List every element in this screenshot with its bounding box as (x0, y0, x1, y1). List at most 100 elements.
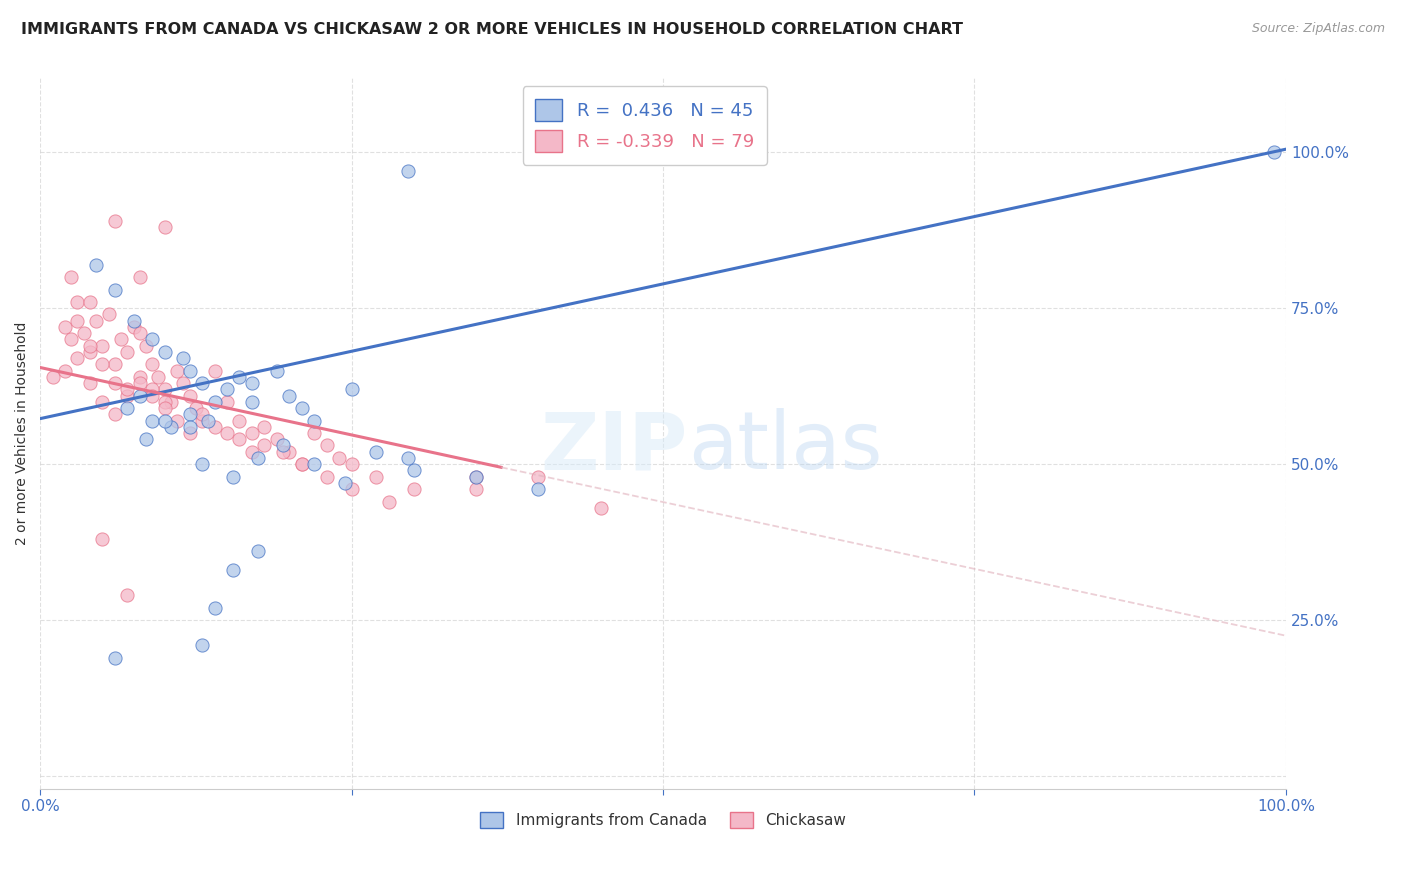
Point (340, 382, 363, 396)
Point (266, 432, 288, 446)
Point (153, 401, 176, 415)
Point (589, 500, 612, 515)
Point (465, 469, 488, 483)
Point (271, 444, 294, 458)
Point (240, 444, 263, 458)
Point (291, 401, 314, 415)
Point (122, 314, 145, 328)
Point (128, 369, 150, 384)
Point (465, 469, 488, 483)
Point (247, 544, 270, 558)
Point (402, 463, 425, 477)
Point (91, 394, 114, 409)
Point (141, 357, 163, 371)
Point (315, 469, 337, 483)
Point (141, 382, 163, 396)
Point (315, 438, 337, 452)
Point (184, 401, 207, 415)
Point (278, 388, 301, 402)
Point (378, 494, 401, 508)
Point (91, 357, 114, 371)
Point (166, 413, 188, 427)
Point (179, 419, 201, 434)
Point (228, 369, 250, 384)
Point (253, 438, 276, 452)
Point (79, 345, 101, 359)
Point (240, 394, 263, 409)
Text: IMMIGRANTS FROM CANADA VS CHICKASAW 2 OR MORE VEHICLES IN HOUSEHOLD CORRELATION : IMMIGRANTS FROM CANADA VS CHICKASAW 2 OR… (21, 22, 963, 37)
Point (340, 482, 363, 496)
Legend: Immigrants from Canada, Chickasaw: Immigrants from Canada, Chickasaw (474, 806, 852, 834)
Point (153, 382, 176, 396)
Point (228, 432, 250, 446)
Point (1263, 145, 1285, 160)
Point (117, 388, 139, 402)
Point (179, 388, 201, 402)
Point (91, 339, 114, 353)
Point (266, 363, 288, 377)
Point (41, 369, 63, 384)
Point (396, 450, 419, 465)
Point (335, 475, 357, 490)
Point (291, 457, 314, 471)
Point (153, 220, 176, 235)
Point (117, 588, 139, 602)
Point (84, 314, 107, 328)
Point (240, 425, 263, 440)
Point (396, 164, 419, 178)
Point (84, 258, 107, 272)
Point (141, 413, 163, 427)
Point (215, 382, 238, 396)
Y-axis label: 2 or more Vehicles in Household: 2 or more Vehicles in Household (15, 321, 30, 545)
Point (465, 482, 488, 496)
Point (222, 469, 245, 483)
Point (153, 394, 176, 409)
Point (191, 407, 214, 421)
Point (179, 407, 201, 421)
Point (204, 600, 226, 615)
Point (73, 326, 96, 341)
Point (228, 413, 250, 427)
Point (128, 388, 150, 402)
Point (215, 394, 238, 409)
Point (122, 320, 145, 334)
Point (141, 388, 163, 402)
Point (79, 339, 101, 353)
Point (191, 457, 214, 471)
Point (104, 650, 127, 665)
Point (117, 382, 139, 396)
Point (153, 413, 176, 427)
Point (204, 419, 226, 434)
Point (271, 438, 294, 452)
Point (79, 295, 101, 310)
Point (66, 314, 89, 328)
Point (66, 351, 89, 365)
Point (291, 457, 314, 471)
Point (204, 394, 226, 409)
Point (197, 413, 219, 427)
Point (104, 214, 127, 228)
Point (104, 357, 127, 371)
Point (110, 333, 132, 347)
Point (191, 638, 214, 652)
Point (91, 532, 114, 546)
Point (253, 419, 276, 434)
Point (135, 339, 157, 353)
Point (66, 295, 89, 310)
Point (160, 394, 183, 409)
Point (153, 345, 176, 359)
Point (97, 308, 120, 322)
Text: ZIP: ZIP (541, 409, 688, 486)
Point (117, 401, 139, 415)
Point (60, 333, 83, 347)
Point (160, 419, 183, 434)
Text: atlas: atlas (688, 409, 883, 486)
Point (302, 425, 325, 440)
Point (128, 270, 150, 285)
Point (302, 457, 325, 471)
Point (527, 469, 550, 483)
Point (340, 457, 363, 471)
Point (278, 444, 301, 458)
Point (104, 407, 127, 421)
Point (166, 363, 188, 377)
